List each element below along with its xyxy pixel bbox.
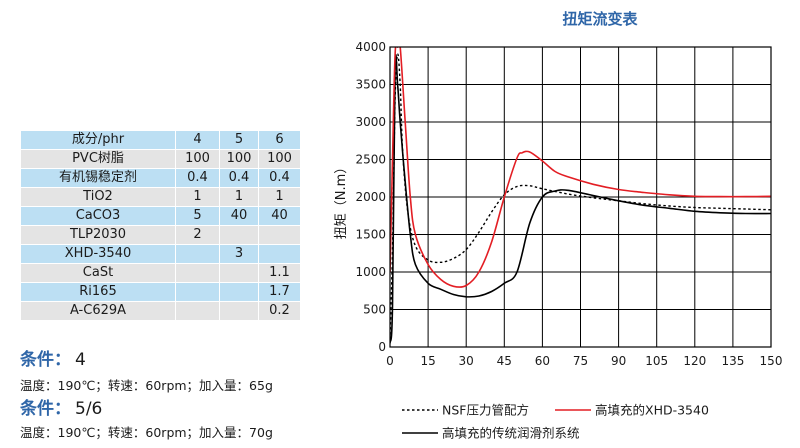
table-cell <box>175 282 220 302</box>
table-row: PVC树脂 100 100 100 <box>20 149 301 169</box>
table-cell: 0.4 <box>219 168 259 188</box>
x-tick-label: 15 <box>420 354 435 368</box>
formula-table: 成分/phr 4 5 6 PVC树脂 100 100 100 有机锡稳定剂 0.4 0.4 0.4 Ti… <box>20 130 301 321</box>
y-tick-label: 2500 <box>355 153 386 167</box>
condition-label: 条件： <box>20 350 71 370</box>
y-axis-label: 扭矩（N.m） <box>334 161 349 240</box>
y-tick-label: 3000 <box>355 115 386 129</box>
chart-title: 扭矩流变表 <box>562 10 638 28</box>
table-cell: Ri165 <box>20 282 176 302</box>
table-row: Ri165 1.7 <box>20 282 301 302</box>
table-cell: CaSt <box>20 263 176 283</box>
y-tick-label: 1000 <box>355 265 386 279</box>
series-lines <box>390 47 771 344</box>
legend-label: 高填充的传统润滑剂系统 <box>442 426 580 441</box>
x-tick-label: 150 <box>760 354 783 368</box>
table-cell: 有机锡稳定剂 <box>20 168 176 188</box>
table-cell <box>219 263 259 283</box>
x-tick-label: 75 <box>573 354 588 368</box>
condition-heading-2: 条件： 5/6 <box>20 394 102 419</box>
x-tick-label: 90 <box>611 354 626 368</box>
y-tick-label: 0 <box>378 340 386 354</box>
table-cell: PVC树脂 <box>20 149 176 169</box>
table-row: CaCO3 5 40 40 <box>20 206 301 226</box>
table-row: TLP2030 2 <box>20 225 301 245</box>
table-row: XHD-3540 3 <box>20 244 301 264</box>
table-cell: 2 <box>175 225 220 245</box>
table-row: CaSt 1.1 <box>20 263 301 283</box>
y-tick-label: 500 <box>363 303 386 317</box>
table-cell <box>175 263 220 283</box>
x-tick-label: 135 <box>721 354 744 368</box>
y-tick-label: 2000 <box>355 190 386 204</box>
condition-heading-1: 条件： 4 <box>20 345 86 370</box>
table-row: A-C629A 0.2 <box>20 301 301 321</box>
table-cell: 1 <box>175 187 220 207</box>
tick-labels: 0 500 1000 1500 2000 2500 3000 3500 4000 0 15 30 45 6… <box>355 40 782 368</box>
x-tick-label: 120 <box>683 354 706 368</box>
condition-detail-2: 温度：190℃；转速：60rpm；加入量：70g <box>20 425 273 440</box>
condition-value: 4 <box>75 350 86 370</box>
table-cell: 40 <box>219 206 259 226</box>
table-cell: A-C629A <box>20 301 176 321</box>
table-cell: 100 <box>258 149 301 169</box>
plot-frame <box>389 46 772 348</box>
table-row: 有机锡稳定剂 0.4 0.4 0.4 <box>20 168 301 188</box>
table-cell: 1 <box>219 187 259 207</box>
table-cell: 6 <box>258 130 301 150</box>
condition-label: 条件： <box>20 399 71 419</box>
legend-label: 高填充的XHD-3540 <box>595 403 709 418</box>
x-tick-label: 45 <box>497 354 512 368</box>
x-tick-label: 105 <box>645 354 668 368</box>
table-cell: 1.1 <box>258 263 301 283</box>
table-cell: 5 <box>175 206 220 226</box>
table-cell: CaCO3 <box>20 206 176 226</box>
y-tick-label: 4000 <box>355 40 386 54</box>
series-line-2 <box>390 47 771 288</box>
table-cell <box>175 244 220 264</box>
table-cell <box>258 225 301 245</box>
table-cell: 成分/phr <box>20 130 176 150</box>
condition-value: 5/6 <box>75 399 103 419</box>
table-cell <box>219 301 259 321</box>
x-tick-label: 30 <box>459 354 474 368</box>
legend: NSF压力管配方 高填充的XHD-3540 高填充的传统润滑剂系统 <box>402 403 709 441</box>
table-cell: 4 <box>175 130 220 150</box>
table-cell: 0.2 <box>258 301 301 321</box>
table-cell <box>175 301 220 321</box>
table-cell: 0.4 <box>175 168 220 188</box>
series-line-3 <box>390 54 771 344</box>
y-tick-label: 1500 <box>355 228 386 242</box>
legend-label: NSF压力管配方 <box>442 403 529 418</box>
x-tick-label: 0 <box>386 354 394 368</box>
series-line-1 <box>390 53 771 340</box>
table-cell <box>219 225 259 245</box>
condition-detail-1: 温度：190℃；转速：60rpm；加入量：65g <box>20 378 273 393</box>
table-cell <box>219 282 259 302</box>
y-tick-label: 3500 <box>355 78 386 92</box>
x-tick-label: 60 <box>535 354 550 368</box>
